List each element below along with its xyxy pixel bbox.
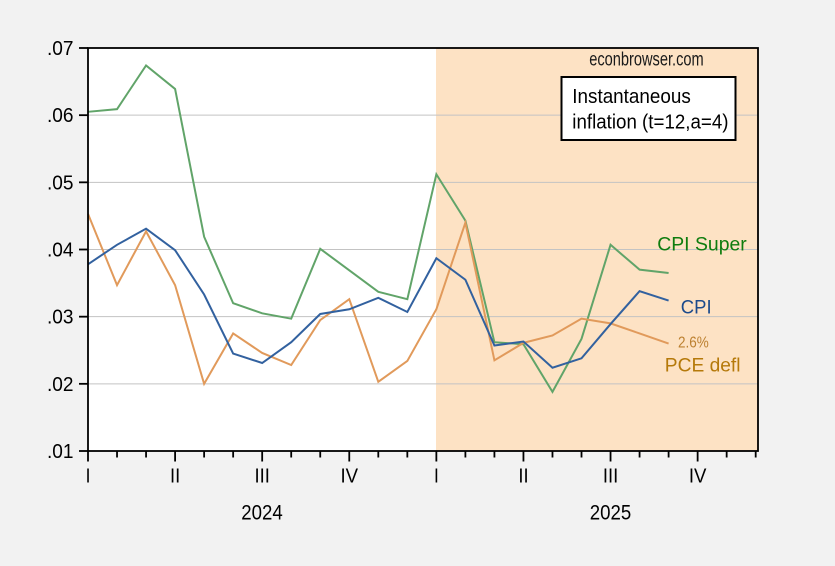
svg-text:.05: .05 — [47, 171, 74, 194]
svg-text:.03: .03 — [47, 306, 74, 329]
svg-text:III: III — [603, 465, 618, 488]
svg-text:2025: 2025 — [590, 502, 632, 525]
svg-text:I: I — [434, 465, 439, 488]
svg-text:Instantaneous: Instantaneous — [572, 85, 691, 108]
svg-text:.04: .04 — [47, 239, 74, 262]
svg-text:.01: .01 — [47, 440, 74, 463]
svg-text:II: II — [518, 465, 528, 488]
svg-text:2.6%: 2.6% — [678, 335, 709, 352]
svg-text:.07: .07 — [47, 37, 74, 60]
svg-text:II: II — [170, 465, 180, 488]
svg-text:IV: IV — [340, 465, 358, 488]
svg-text:.02: .02 — [47, 373, 74, 396]
svg-text:PCE defl: PCE defl — [665, 355, 741, 377]
svg-text:IV: IV — [689, 465, 707, 488]
svg-text:CPI Super: CPI Super — [657, 233, 747, 255]
svg-text:III: III — [254, 465, 269, 488]
svg-text:econbrowser.com: econbrowser.com — [589, 50, 704, 71]
svg-text:CPI: CPI — [681, 296, 712, 318]
svg-text:.06: .06 — [47, 104, 74, 127]
svg-text:2024: 2024 — [241, 502, 283, 525]
svg-text:inflation (t=12,a=4): inflation (t=12,a=4) — [572, 110, 728, 133]
svg-text:I: I — [86, 465, 91, 488]
